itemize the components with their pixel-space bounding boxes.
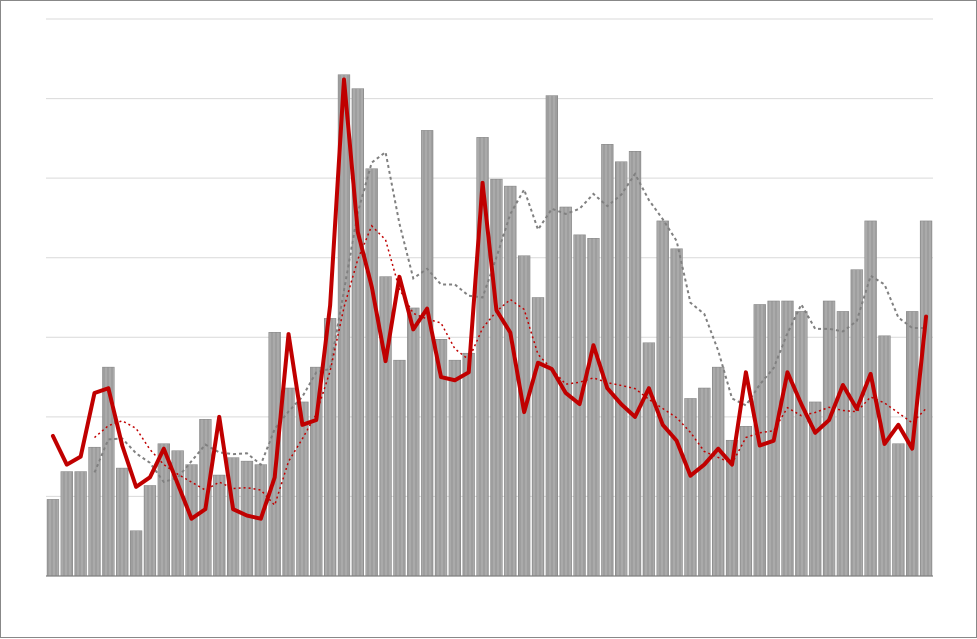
bar (449, 360, 461, 576)
bar (740, 426, 752, 576)
bar (698, 388, 710, 576)
bar (518, 256, 530, 576)
bar (380, 277, 392, 576)
bar (407, 308, 419, 576)
bar (657, 221, 669, 576)
chart-svg (1, 1, 977, 639)
bar (588, 238, 600, 576)
bar (712, 367, 724, 576)
bar (851, 270, 863, 576)
bar (837, 311, 849, 576)
bar (601, 144, 613, 576)
bar (879, 336, 891, 576)
bar (130, 531, 142, 576)
bar (394, 360, 406, 576)
bar (532, 298, 544, 577)
bar (352, 89, 364, 576)
bar (75, 472, 87, 576)
bar (297, 402, 309, 576)
bar (629, 151, 641, 576)
bar (324, 318, 336, 576)
bar (213, 475, 225, 576)
bar (685, 398, 697, 576)
bar (144, 485, 156, 576)
bar (892, 444, 904, 576)
bar (782, 301, 794, 576)
bar (116, 468, 128, 576)
chart-container (0, 0, 977, 638)
bar (823, 301, 835, 576)
bar (504, 186, 516, 576)
bar (671, 249, 683, 576)
bar (920, 221, 932, 576)
bar (241, 461, 253, 576)
bar (463, 353, 475, 576)
bar (421, 130, 433, 576)
bar (89, 447, 101, 576)
bar (61, 472, 73, 576)
bar (795, 311, 807, 576)
bar (643, 343, 655, 576)
line-arv (53, 79, 926, 518)
bar (47, 499, 59, 576)
bar (546, 96, 558, 576)
bar (491, 179, 503, 576)
bar (615, 162, 627, 576)
